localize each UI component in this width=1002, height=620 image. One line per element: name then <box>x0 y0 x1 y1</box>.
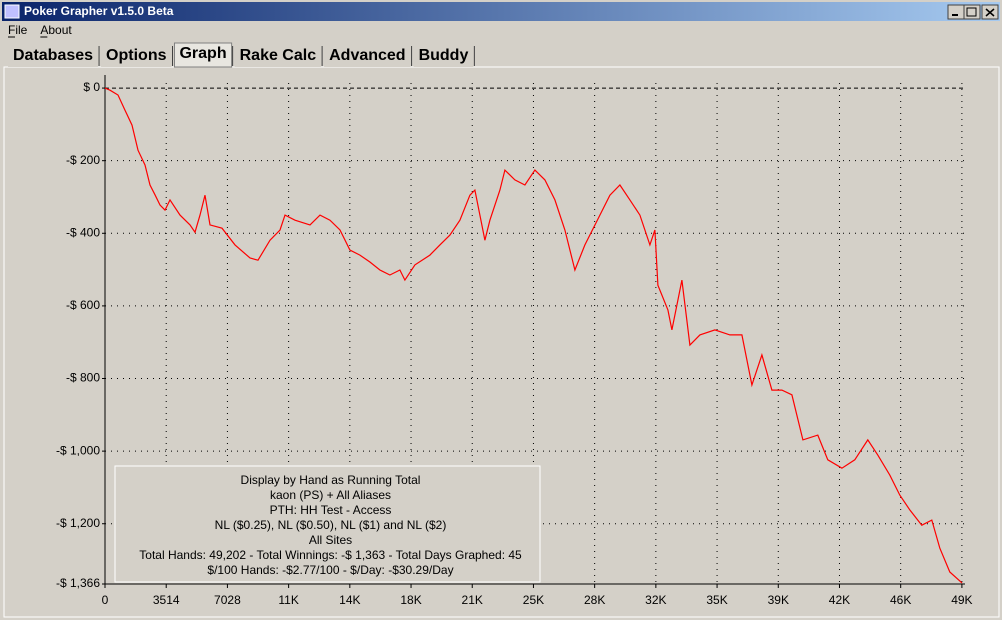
x-tick-label: 14K <box>339 593 360 607</box>
tab[interactable]: Buddy <box>413 46 475 67</box>
x-tick-label: 32K <box>645 593 666 607</box>
x-tick-label: 49K <box>951 593 972 607</box>
x-tick-label: 3514 <box>153 593 180 607</box>
tab[interactable]: Databases <box>8 46 100 67</box>
tab-background <box>324 46 411 67</box>
x-tick-label: 28K <box>584 593 605 607</box>
tab-background <box>413 46 474 67</box>
menu-bar: File About <box>8 23 72 38</box>
x-tick-label: 35K <box>706 593 727 607</box>
tab-strip: Databases Options Graph Rake Calc Advanced Bu… <box>8 42 475 68</box>
info-text: Total Hands: 49,202 - Total Winnings: -$… <box>139 548 522 562</box>
window-title: Poker Grapher v1.5.0 Beta <box>24 4 174 18</box>
icon <box>985 8 995 17</box>
info-text: NL ($0.25), NL ($0.50), NL ($1) and NL (… <box>215 518 447 532</box>
y-tick-label: -$ 1,366 <box>56 576 100 590</box>
tab-label: Options <box>106 47 167 64</box>
y-tick-label: -$ 400 <box>66 225 100 239</box>
x-tick-label: 11K <box>278 593 298 607</box>
tab-background <box>101 46 172 67</box>
data-line <box>104 87 963 584</box>
tab-label: Buddy <box>419 47 469 64</box>
y-tick-label: -$ 800 <box>66 371 100 385</box>
app-icon <box>4 4 20 19</box>
menu-item[interactable]: About <box>40 23 72 37</box>
tab-label: Databases <box>13 47 93 64</box>
menu-item[interactable]: File <box>8 23 28 37</box>
x-tick-label: 0 <box>102 593 109 607</box>
chart: $ 0 -$ 200 -$ 400 -$ 600 -$ 800 -$ 1,000 -$ 1,… <box>56 75 973 607</box>
maximize-button[interactable] <box>963 4 981 20</box>
y-tick-label: -$ 600 <box>66 298 100 312</box>
window-buttons <box>947 4 999 20</box>
y-tick-label: -$ 200 <box>66 153 100 167</box>
x-tick-label: 25K <box>523 593 544 607</box>
tab-label: Advanced <box>329 47 405 64</box>
title-bar <box>2 2 1000 21</box>
tab[interactable]: Rake Calc <box>234 46 323 67</box>
tab-background <box>8 46 99 67</box>
tab[interactable]: Graph <box>173 42 234 68</box>
x-tick-label: 21K <box>462 593 483 607</box>
minimize-button[interactable] <box>947 4 965 20</box>
tab[interactable]: Options <box>101 46 173 67</box>
tab-label: Rake Calc <box>240 47 317 64</box>
info-text: Display by Hand as Running Total <box>241 473 421 487</box>
x-tick-label: 7028 <box>214 593 241 607</box>
x-tick-label: 39K <box>768 593 789 607</box>
info-text: PTH: HH Test - Access <box>270 503 392 517</box>
x-tick-label: 42K <box>829 593 850 607</box>
info-text: All Sites <box>309 533 352 547</box>
info-text: kaon (PS) + All Aliases <box>270 488 391 502</box>
x-tick-label: 18K <box>400 593 421 607</box>
info-box <box>114 465 541 583</box>
tab-background <box>173 42 233 68</box>
y-tick-label: $ 0 <box>83 80 100 94</box>
tab[interactable]: Advanced <box>324 46 413 67</box>
y-tick-label: -$ 1,200 <box>56 516 100 530</box>
info-text: $/100 Hands: -$2.77/100 - $/Day: -$30.29… <box>207 563 453 577</box>
tab-background <box>234 46 322 67</box>
x-tick-label: 46K <box>890 593 911 607</box>
tab-label: Graph <box>179 45 226 62</box>
y-tick-label: -$ 1,000 <box>56 443 100 457</box>
icon <box>966 7 977 17</box>
